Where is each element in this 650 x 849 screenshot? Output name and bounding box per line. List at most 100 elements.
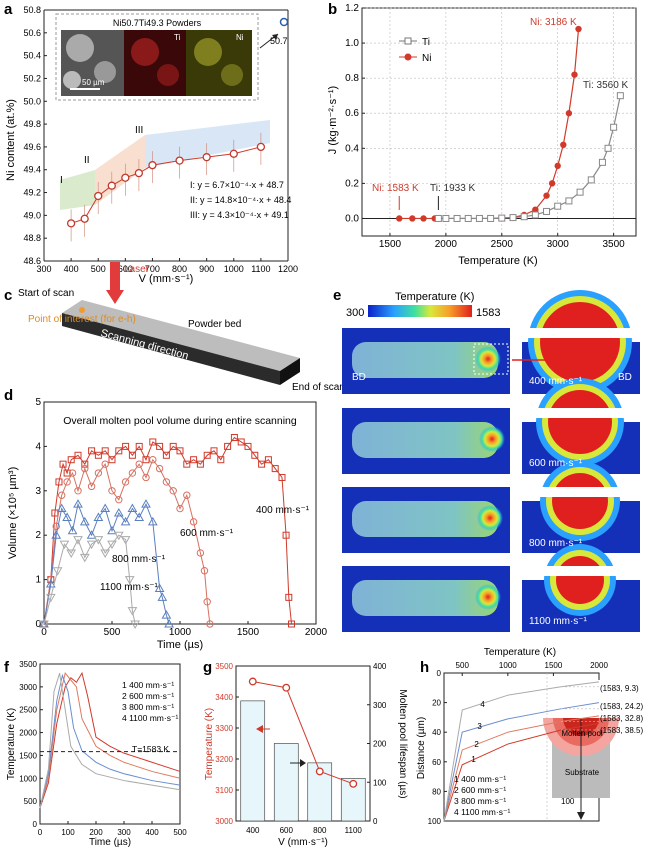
- b-line-ti: [438, 95, 621, 220]
- e-gap: [342, 398, 640, 404]
- b-point-ti: [475, 214, 483, 222]
- b-point-ti: [543, 207, 551, 215]
- powder-bed-side: [62, 313, 280, 385]
- d-point: [127, 503, 138, 513]
- d-point: [206, 620, 214, 628]
- g-bar: [240, 700, 266, 822]
- substrate-label: Substrate: [565, 768, 600, 777]
- d-point: [190, 456, 198, 464]
- b-point-ti: [531, 211, 539, 219]
- a-x-tick-label: 600: [118, 264, 133, 274]
- d-point: [169, 487, 177, 495]
- f-line-2: [39, 672, 181, 809]
- d-point: [200, 567, 209, 575]
- h-y-tick: 40: [432, 728, 441, 737]
- h-top-tick: 1500: [545, 661, 563, 670]
- a-x-tick-label: 1000: [224, 264, 244, 274]
- panel-b-label: b: [328, 1, 337, 18]
- b-point-ni: [548, 180, 556, 187]
- d-point: [122, 442, 130, 450]
- b-point-ti: [554, 202, 562, 210]
- d-point: [141, 499, 151, 508]
- panel-f-label: f: [4, 659, 10, 676]
- d-x-tick-label: 2000: [305, 627, 328, 638]
- fit-ii: II: y = 14.8×10⁻⁴·x + 48.4: [190, 195, 291, 205]
- panel-a-label: a: [4, 1, 13, 18]
- d-point: [154, 583, 165, 592]
- e-hotspot: [475, 584, 501, 610]
- colorbar-max: 1583: [476, 307, 500, 319]
- h-top-tick: 500: [456, 661, 470, 670]
- f-line-4: [39, 672, 181, 809]
- g-yl-tick: 3100: [215, 786, 233, 795]
- legend-ni-marker: [404, 53, 412, 61]
- b-point-ni: [396, 215, 403, 222]
- f-y-ticks: 0 500 1000 1500 2000 2500 3000 3500: [19, 660, 43, 829]
- d-point: [73, 536, 83, 545]
- d-point: [203, 451, 211, 459]
- d-y-tick-label: 0: [35, 619, 41, 630]
- d-point: [66, 549, 77, 558]
- h-top-tick: 2000: [590, 661, 608, 670]
- a-y-tick-label: 48.6: [23, 256, 41, 266]
- d-point: [62, 512, 72, 521]
- f-y-tick-label: 2500: [19, 706, 37, 715]
- a-x-tick-label: 1100: [251, 264, 270, 274]
- h-y-tick: 80: [432, 787, 441, 796]
- b-x-tick-label: 2000: [435, 239, 458, 250]
- d-x-tick-label: 0: [41, 627, 47, 638]
- d-point: [135, 460, 143, 468]
- e-section-top: [522, 328, 640, 338]
- a-y-tick-label: 50.8: [23, 5, 41, 15]
- f-y-tick-label: 2000: [19, 729, 37, 738]
- a-point: [256, 142, 266, 152]
- b-point-ti: [453, 214, 461, 222]
- d-point: [164, 618, 174, 628]
- d-point: [128, 469, 137, 477]
- g-line: [252, 681, 354, 785]
- h-ticks: 500 1000 1500 2000 0 20 40 60 80 100: [428, 661, 609, 826]
- f-y-tick-label: 1000: [19, 774, 37, 783]
- b-x-tick-label: 3500: [603, 239, 626, 250]
- e-iso-3: [552, 473, 608, 529]
- f-y-tick-label: 1500: [19, 751, 37, 760]
- d-point: [120, 516, 131, 526]
- e-iso-3: [556, 556, 604, 604]
- colorbar-min: 300: [346, 307, 364, 319]
- d-point: [210, 447, 218, 455]
- a-point: [121, 173, 130, 182]
- a-y-tick-label: 50.4: [23, 51, 41, 61]
- b-y-tick-label: 1.0: [345, 38, 359, 49]
- d-point: [162, 478, 171, 486]
- g-x-tick: 1100: [345, 826, 363, 835]
- d-point: [258, 460, 266, 468]
- d-point: [147, 516, 158, 526]
- d-point: [81, 460, 89, 468]
- h-curve-number: 2: [474, 740, 479, 749]
- d-point: [196, 460, 204, 468]
- a-point: [66, 219, 76, 228]
- d-point: [93, 536, 104, 545]
- b-point-ni: [554, 162, 561, 170]
- d-point: [196, 549, 205, 557]
- d-point: [57, 491, 66, 499]
- d-point: [124, 576, 135, 585]
- powder-point: [279, 17, 289, 27]
- d-point: [189, 518, 198, 526]
- d-point: [135, 442, 143, 450]
- h-curve-number: 3: [477, 722, 482, 731]
- d-point: [149, 456, 157, 464]
- bd-left-label: BD: [352, 372, 366, 383]
- ti-map-label: Ti: [174, 33, 181, 42]
- b-x-tick-label: 1500: [379, 239, 402, 250]
- d-y-ticks: 0 1 2 3 4 5: [35, 397, 47, 630]
- ni-map-label: Ni: [236, 33, 244, 42]
- a-point: [175, 156, 184, 165]
- d-point: [87, 482, 96, 491]
- h-line-4: [443, 681, 600, 822]
- d-label-800: 800 mm·s⁻¹: [112, 554, 166, 565]
- b-y-tick-label: 1.2: [345, 3, 359, 14]
- e-hotspot: [475, 346, 501, 372]
- b-x-ticks: 1500 2000 2500 3000 3500: [379, 233, 625, 250]
- d-point: [45, 579, 56, 588]
